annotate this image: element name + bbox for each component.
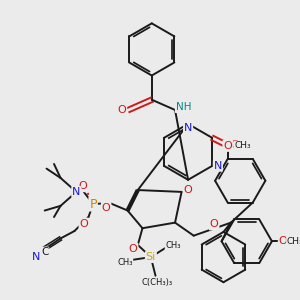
Text: N: N xyxy=(214,161,222,171)
Text: CH₃: CH₃ xyxy=(287,237,300,246)
Text: C(CH₃)₃: C(CH₃)₃ xyxy=(142,278,173,287)
Text: CH₃: CH₃ xyxy=(117,258,133,267)
Text: CH₃: CH₃ xyxy=(165,242,181,250)
Text: O: O xyxy=(223,141,232,151)
Text: O: O xyxy=(230,140,239,150)
Text: O: O xyxy=(79,181,87,191)
Text: N: N xyxy=(72,187,80,197)
Text: O: O xyxy=(279,236,287,246)
Text: N: N xyxy=(32,252,41,262)
Text: Si: Si xyxy=(146,252,156,262)
Text: O: O xyxy=(118,105,126,115)
Text: O: O xyxy=(184,185,193,195)
Text: O: O xyxy=(102,203,110,213)
Text: O: O xyxy=(80,219,88,229)
Text: NH: NH xyxy=(176,102,191,112)
Text: P: P xyxy=(89,197,97,211)
Text: C: C xyxy=(41,248,48,257)
Text: CH₃: CH₃ xyxy=(234,141,251,150)
Text: O: O xyxy=(210,220,218,230)
Text: O: O xyxy=(129,244,137,254)
Text: N: N xyxy=(184,123,192,133)
